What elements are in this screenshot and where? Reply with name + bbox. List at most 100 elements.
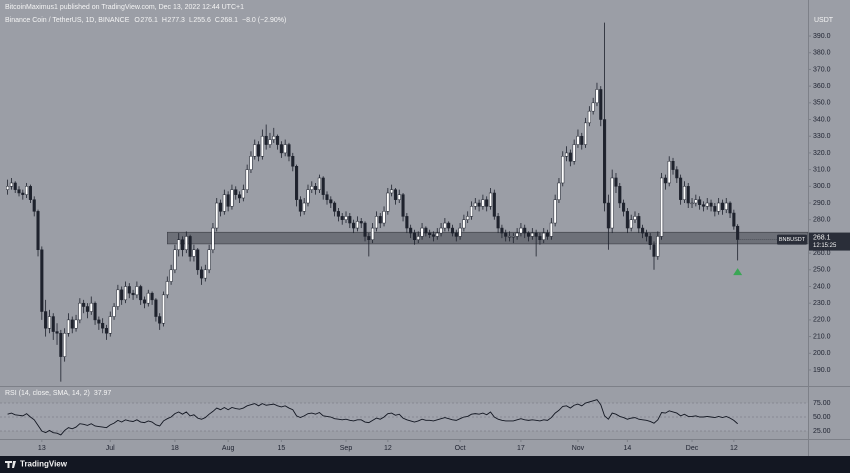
candle-body <box>736 225 740 240</box>
candle-body <box>131 292 135 296</box>
y-tick-label: 50.00 <box>813 414 831 421</box>
candle-body <box>500 227 504 234</box>
candle-body <box>226 194 230 207</box>
y-tick-label: 380.0 <box>813 50 831 57</box>
x-tick-label: Jul <box>106 445 115 452</box>
candle-body <box>690 202 694 205</box>
candle-body <box>355 221 359 229</box>
candle-body <box>709 202 713 207</box>
candle-body <box>352 222 356 229</box>
candle-body <box>565 152 569 157</box>
price-badge <box>809 232 850 251</box>
y-tick-label: 290.0 <box>813 200 831 207</box>
candle-body <box>78 302 82 321</box>
ohlc-label: L <box>189 17 193 24</box>
candle-body <box>663 177 667 184</box>
candle-body <box>477 202 481 207</box>
candle-body <box>70 319 74 329</box>
candle-body <box>576 135 580 145</box>
candle-body <box>599 89 603 120</box>
candle-body <box>25 186 29 195</box>
candle-body <box>21 192 25 195</box>
candle-body <box>321 177 325 195</box>
candle-body <box>679 177 683 200</box>
candle-body <box>161 294 166 324</box>
x-tick-label: Oct <box>455 445 466 452</box>
candle-body <box>44 311 48 329</box>
ohlc-value: 255.6 <box>193 17 211 24</box>
candle-body <box>732 212 736 227</box>
ohlc-value: 277.3 <box>167 17 185 24</box>
candle-body <box>55 331 59 334</box>
candle-body <box>724 202 728 210</box>
y-tick-label: 260.0 <box>813 250 831 257</box>
candle-body <box>584 122 588 145</box>
candle-body <box>295 166 299 200</box>
y-tick-label: 240.0 <box>813 283 831 290</box>
symbol-badge-text: BNBUSDT <box>779 237 806 243</box>
y-tick-label: 230.0 <box>813 300 831 307</box>
candle-body <box>245 169 249 190</box>
candle-body <box>682 186 686 200</box>
axis-unit: USDT <box>814 17 834 24</box>
support-zone <box>167 231 809 245</box>
candle-body <box>530 232 534 237</box>
candle-body <box>51 316 55 332</box>
candle-body <box>728 202 732 214</box>
candle-body <box>641 227 645 234</box>
candle-body <box>386 192 390 212</box>
candle-body <box>101 322 105 329</box>
candle-body <box>340 216 344 220</box>
candle-body <box>618 186 622 204</box>
candle-body <box>272 135 276 140</box>
candle-body <box>443 222 447 229</box>
candle-body <box>211 227 215 251</box>
candle-body <box>591 102 595 112</box>
x-tick-label: Sep <box>340 445 353 452</box>
y-tick-label: 25.00 <box>813 428 831 435</box>
candle-body <box>603 119 607 204</box>
x-tick-label: Nov <box>572 445 585 452</box>
ohlc-value: 276.1 <box>140 17 158 24</box>
candle-body <box>458 227 462 237</box>
x-tick-label: Aug <box>222 445 235 452</box>
candle-body <box>13 182 17 190</box>
ohlc-label: H <box>162 17 167 24</box>
candle-body <box>622 202 626 212</box>
candle-body <box>116 289 120 307</box>
candle-body <box>686 186 690 204</box>
candle-body <box>203 269 207 279</box>
candle-body <box>120 289 124 301</box>
candle-body <box>123 286 128 301</box>
candle-body <box>47 316 51 329</box>
x-tick-label: 12 <box>384 445 392 452</box>
candle-body <box>675 169 679 179</box>
candle-body <box>580 135 584 145</box>
candle-body <box>329 199 333 204</box>
candle-body <box>652 244 656 257</box>
candle-body <box>150 292 154 301</box>
candle-body <box>549 222 553 237</box>
candle-body <box>279 144 283 154</box>
candle-body <box>260 135 264 157</box>
logo-icon <box>5 461 16 468</box>
candle-body <box>694 199 698 204</box>
candle-body <box>595 89 599 104</box>
candle-body <box>519 227 523 234</box>
candle-body <box>173 249 177 271</box>
candle-body <box>207 249 211 271</box>
candle-body <box>625 211 629 229</box>
candle-body <box>454 232 458 237</box>
candle-body <box>469 206 474 217</box>
candle-body <box>420 227 424 237</box>
candle-body <box>104 327 109 334</box>
candle-body <box>473 202 477 207</box>
candle-body <box>378 216 382 224</box>
candle-body <box>447 222 451 229</box>
candle-body <box>6 186 10 190</box>
candle-body <box>264 135 268 145</box>
candle-body <box>515 232 519 237</box>
candle-body <box>428 232 432 235</box>
candle-body <box>17 189 21 194</box>
